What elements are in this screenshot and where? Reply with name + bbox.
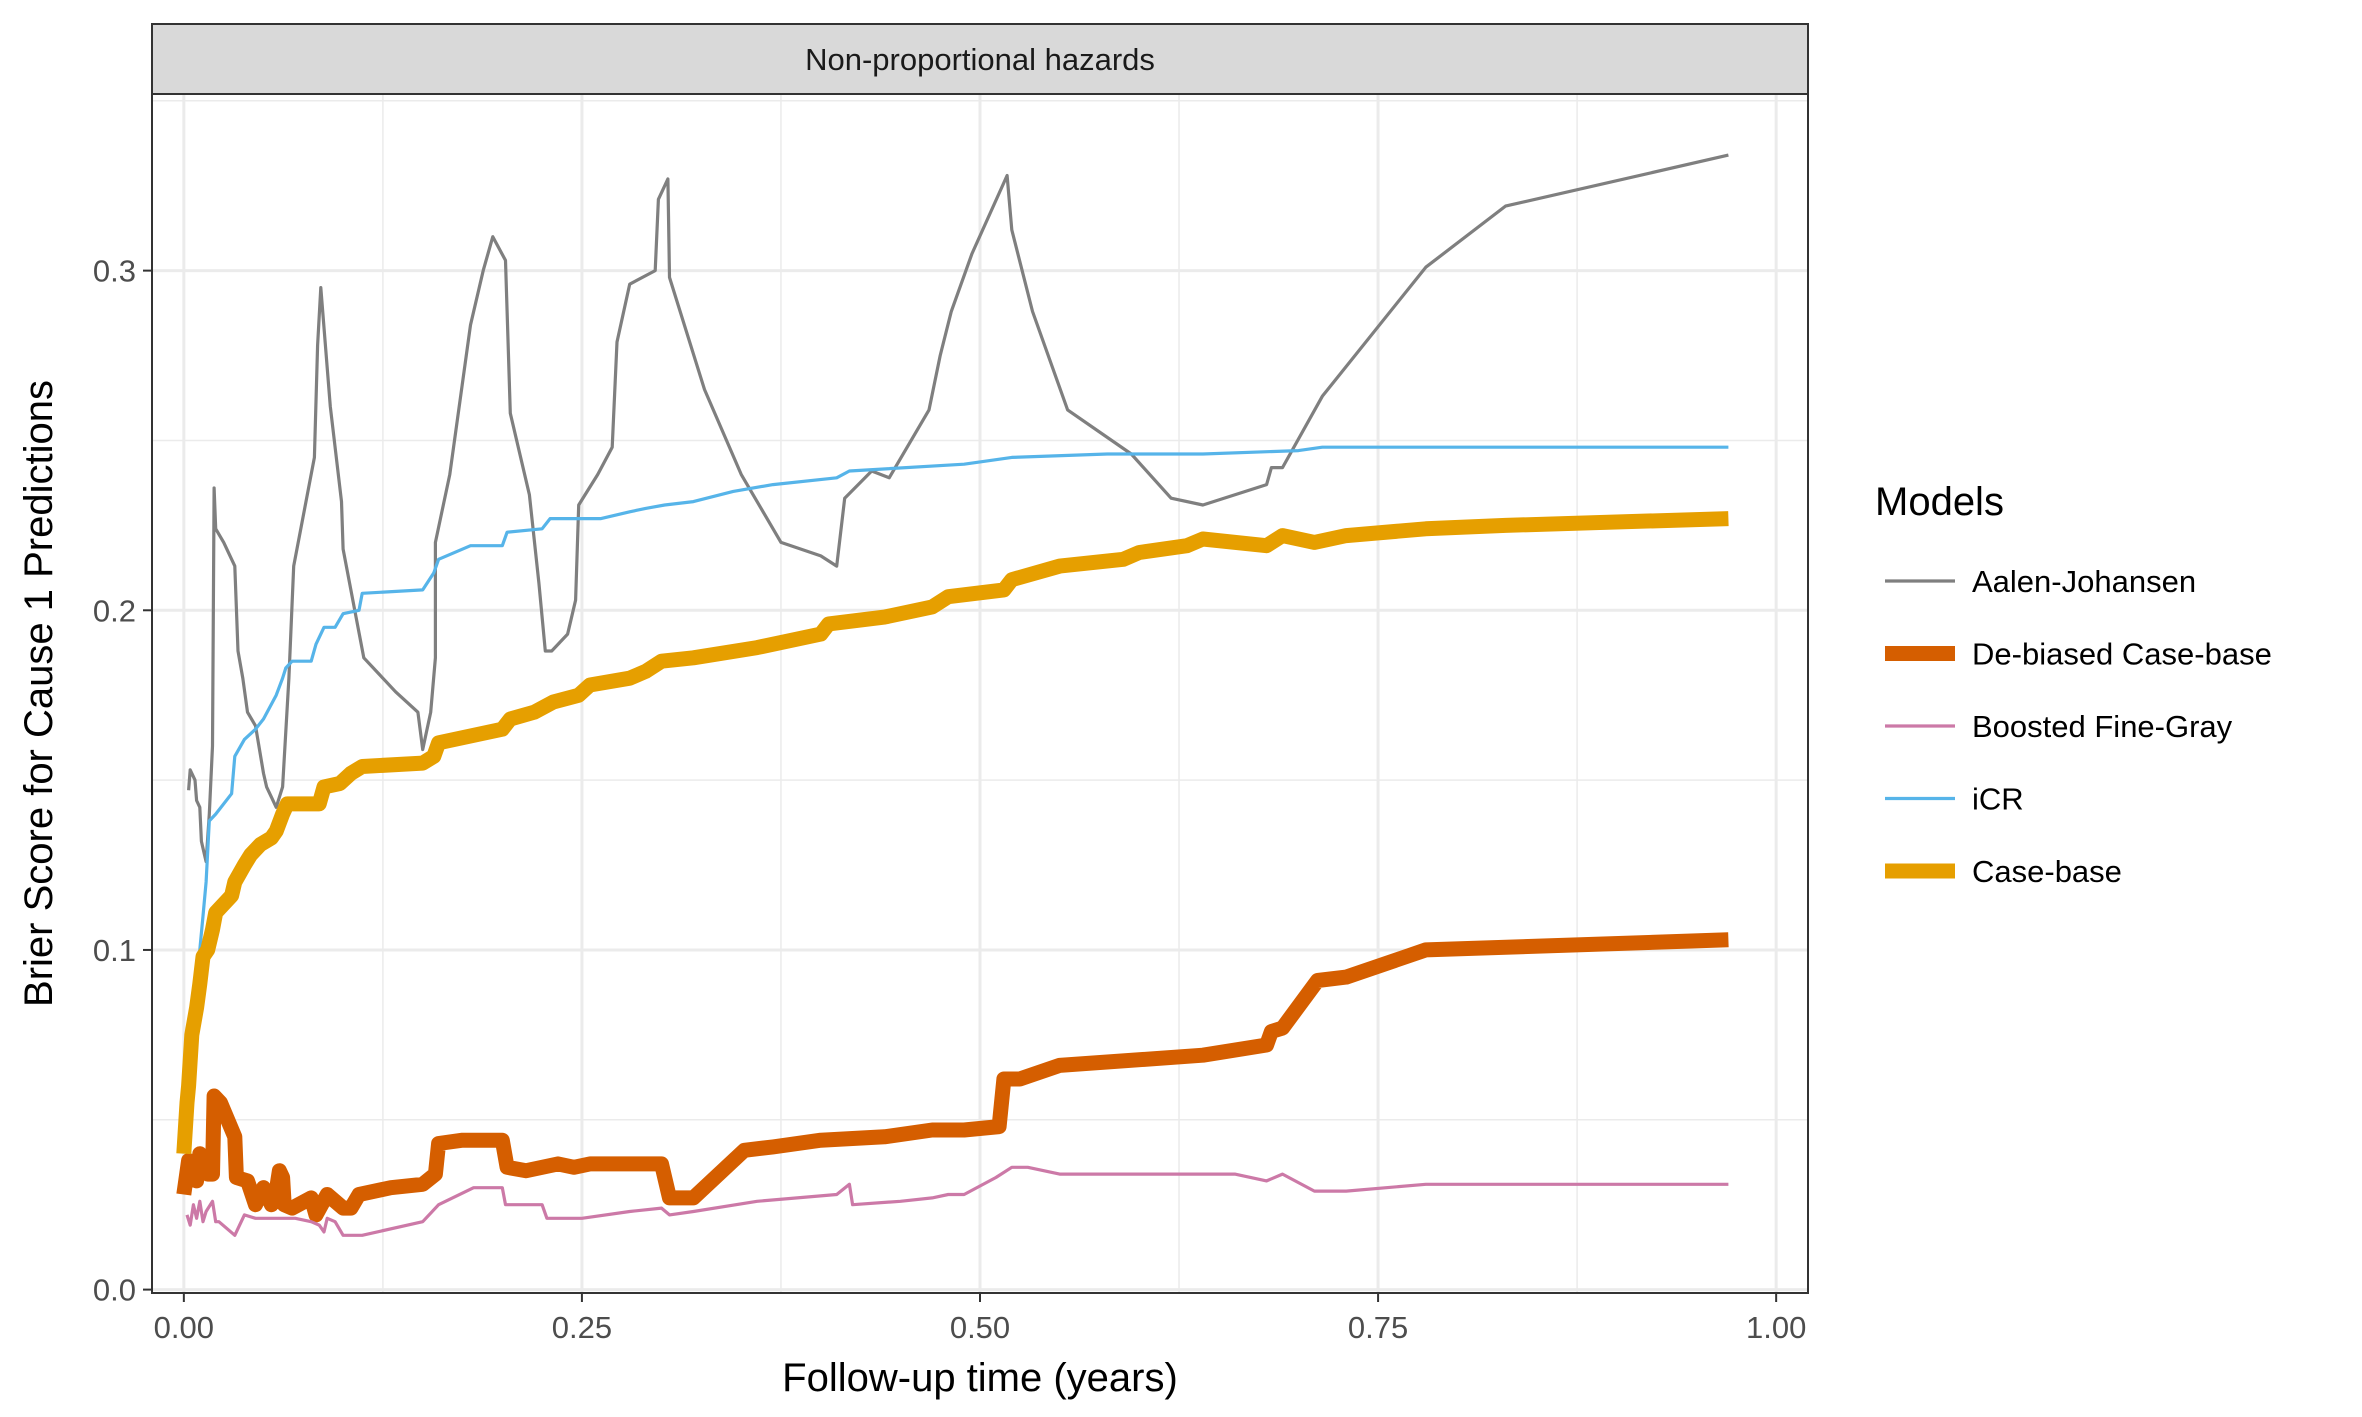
x-axis-title: Follow-up time (years)	[782, 1356, 1178, 1400]
series-line-case-base	[176, 511, 1729, 1155]
panel-series	[176, 153, 1729, 1237]
y-tick-label: 0.3	[93, 254, 136, 289]
panel-grid	[152, 94, 1808, 1293]
series-line-de-biased-case-base	[176, 932, 1729, 1223]
series-line-aalen-johansen	[187, 153, 1729, 864]
y-tick-label: 0.0	[93, 1273, 136, 1308]
series-line-icr	[195, 445, 1729, 1008]
x-tick-label: 0.75	[1348, 1310, 1408, 1345]
y-tick-label: 0.2	[93, 593, 136, 628]
y-tick-label: 0.1	[93, 933, 136, 968]
legend-label: iCR	[1972, 782, 2024, 817]
legend-label: Boosted Fine-Gray	[1972, 709, 2233, 744]
series-line-boosted-fine-gray	[185, 1165, 1729, 1237]
x-tick-label: 1.00	[1746, 1310, 1806, 1345]
legend-label: Case-base	[1972, 854, 2122, 889]
x-tick-label: 0.00	[154, 1310, 214, 1345]
facet-title: Non-proportional hazards	[805, 42, 1155, 77]
facet-strip	[151, 23, 1809, 95]
legend-label: De-biased Case-base	[1972, 637, 2272, 672]
y-axis-title: Brier Score for Cause 1 Predictions	[17, 380, 61, 1007]
legend-title: Models	[1875, 480, 2004, 524]
legend-label: Aalen-Johansen	[1972, 564, 2196, 599]
legend: Models Aalen-Johansen De-biased Case-base B…	[1875, 480, 2272, 889]
x-tick-label: 0.50	[950, 1310, 1010, 1345]
x-tick-label: 0.25	[552, 1310, 612, 1345]
axes: 0.00 0.25 0.50 0.75 1.00 0.0 0.1 0.2 0.3 Follow-u…	[17, 254, 1806, 1400]
